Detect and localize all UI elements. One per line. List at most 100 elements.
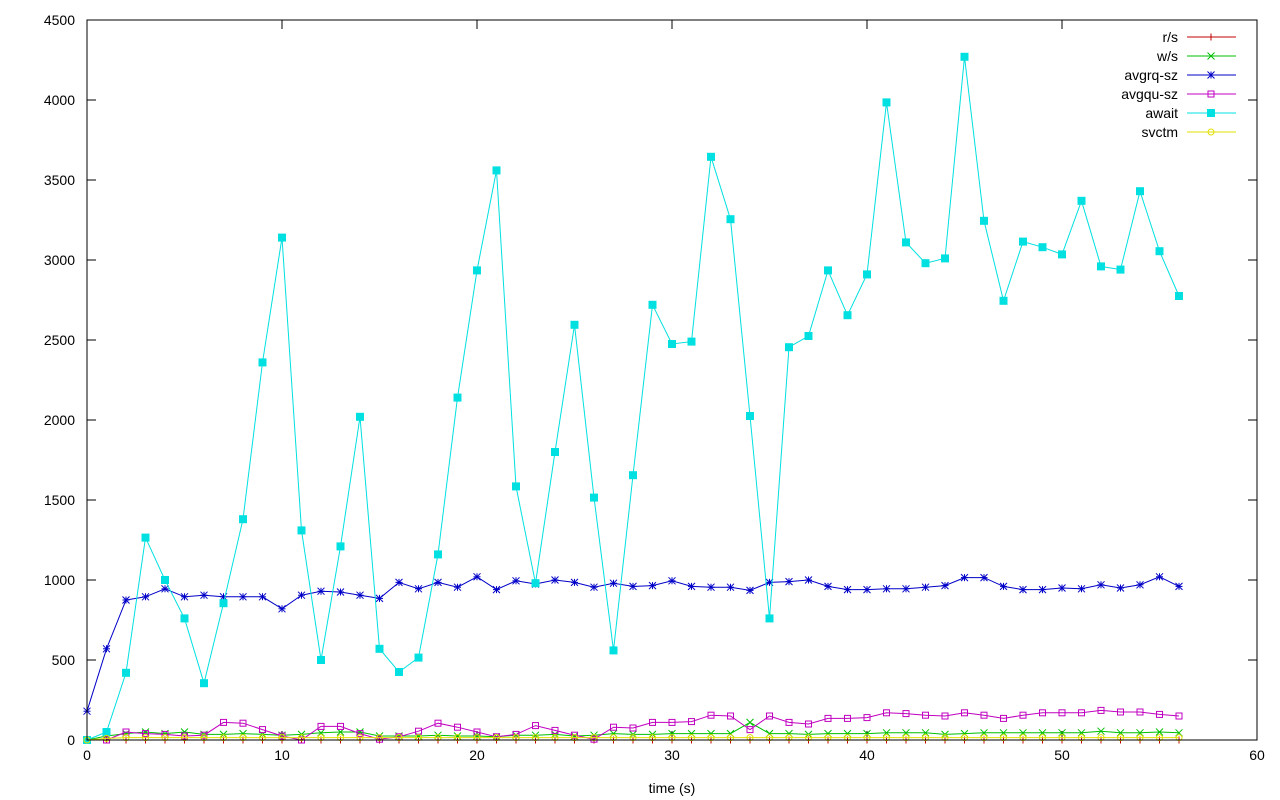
data-point [180,614,189,623]
data-point [337,722,344,730]
x-tick-label: 60 [1249,747,1265,763]
data-point [161,576,169,584]
data-point [922,711,929,719]
data-point [844,714,851,722]
data-point [668,576,676,585]
data-point [863,714,871,722]
data-point [804,332,813,340]
data-point [980,734,988,742]
data-point [746,726,754,734]
data-point [239,719,247,727]
x-tick-label: 30 [664,747,680,763]
data-point [512,576,520,585]
data-point [1136,734,1144,742]
data-point [649,734,656,742]
data-point [960,52,969,61]
data-point [317,587,325,596]
data-point [883,709,890,717]
data-point [746,412,754,420]
legend-label: avgrq-sz [1124,67,1178,83]
data-point [980,711,988,719]
data-point [434,550,442,559]
data-point [1117,708,1124,716]
data-point [687,337,696,346]
data-point [1175,734,1183,742]
data-point [1019,734,1027,742]
data-point [629,471,637,480]
data-point [980,216,988,225]
data-point [609,579,618,588]
data-point [1019,711,1027,719]
data-point [1175,712,1183,720]
legend-label: svctm [1141,124,1178,140]
x-tick-label: 50 [1054,747,1070,763]
data-point [941,254,949,263]
data-point [1117,734,1124,742]
data-point [141,533,150,542]
data-point [590,493,598,502]
data-point [1136,187,1144,196]
data-point [941,581,949,590]
data-point [649,718,656,726]
x-axis-label: time (s) [649,780,696,796]
data-point [902,238,910,247]
data-point [454,734,461,742]
x-tick-label: 10 [274,747,290,763]
y-tick-label: 2000 [44,412,75,428]
data-point [102,728,111,736]
data-point [258,358,267,367]
data-point [785,343,793,352]
data-point [356,412,364,421]
y-tick-label: 500 [52,652,76,668]
data-point [1116,265,1125,274]
data-point [493,734,500,742]
data-point [766,734,773,742]
data-point [805,720,812,728]
data-point [570,320,579,329]
data-point [785,577,793,586]
data-point [590,583,598,592]
data-point [941,712,949,720]
data-point [414,732,423,740]
data-point [1097,727,1105,736]
data-point [453,583,462,592]
data-point [200,731,208,739]
data-point [1175,292,1183,300]
data-point [122,734,130,742]
data-point [961,734,968,742]
data-point [1156,710,1163,718]
data-point [570,578,579,587]
data-point [356,591,364,600]
data-point [882,98,891,107]
data-point [648,300,657,309]
data-point [532,734,539,742]
axis-ticks: 0 10 20 30 40 50 60 0 500 1000 1500 2000 2500 3000 350… [44,12,1265,763]
data-point [1000,734,1007,742]
data-point [297,591,306,600]
data-point [1097,706,1105,714]
data-point [259,726,266,734]
data-point [609,646,618,655]
data-point [1058,584,1066,592]
data-point [453,732,462,740]
data-point [824,266,832,275]
data-point [746,734,754,742]
data-point [375,594,384,603]
data-point [297,526,306,535]
data-point [1058,250,1066,259]
data-point [746,718,754,727]
data-point [902,584,910,593]
data-point [336,542,345,551]
data-point [239,515,247,524]
legend-swatch-marker [1207,90,1215,98]
data-point [1078,709,1085,717]
y-tick-label: 1500 [44,492,75,508]
data-point [610,734,617,742]
data-point [1077,196,1086,205]
x-tick-label: 0 [83,747,91,763]
data-point [239,592,247,601]
legend-label: r/s [1162,29,1178,45]
data-point [356,734,364,742]
data-point [122,668,130,677]
data-point [902,710,910,718]
